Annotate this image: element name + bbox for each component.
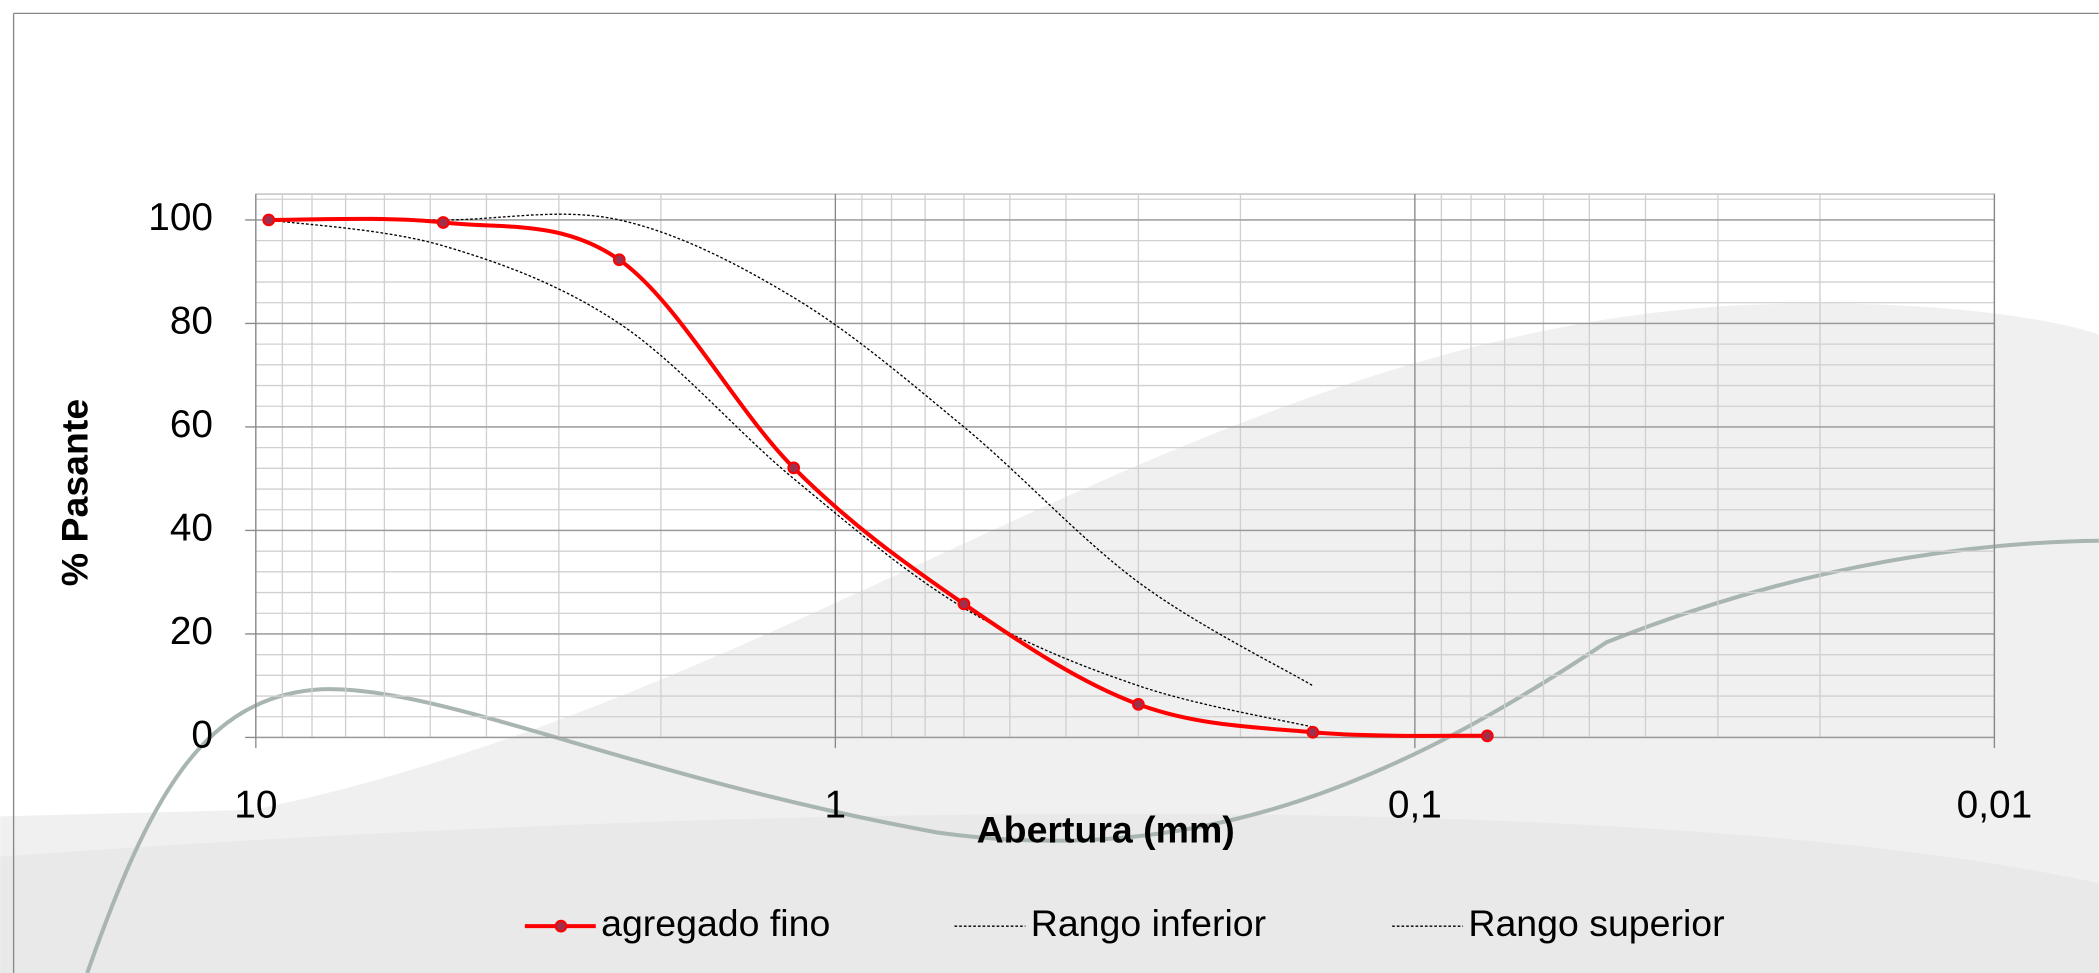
- x-tick-label: 0,01: [1957, 783, 2033, 826]
- data-point: [1132, 697, 1145, 711]
- y-tick-label: 80: [170, 300, 213, 343]
- background-curve: [85, 538, 2099, 973]
- y-tick-label: 20: [170, 610, 213, 653]
- x-tick-label: 1: [825, 783, 847, 826]
- series-line: [268, 219, 1313, 728]
- data-point: [612, 253, 626, 267]
- legend-marker: [554, 919, 568, 933]
- x-tick-label: 10: [234, 783, 277, 826]
- legend-item: Rango superior: [1392, 902, 1725, 944]
- y-tick-label: 0: [191, 714, 213, 757]
- legend-item: agregado fino: [524, 902, 830, 944]
- background-decoration: [0, 12, 2099, 973]
- y-axis-title: % Pasante: [54, 399, 96, 586]
- legend-label: Rango inferior: [1031, 902, 1266, 944]
- legend-label: Rango superior: [1468, 902, 1724, 944]
- grid: [255, 193, 1996, 739]
- legend-label: agregado fino: [601, 902, 830, 944]
- data-point: [957, 597, 971, 611]
- x-tick-label: 0,1: [1388, 783, 1442, 826]
- y-tick-label: 100: [148, 196, 213, 239]
- data-point: [1480, 729, 1494, 743]
- data-point: [262, 213, 276, 227]
- background-shape: [0, 813, 2099, 973]
- series-line: [268, 216, 1488, 738]
- data-point: [787, 461, 801, 475]
- legend-item: Rango inferior: [954, 902, 1266, 944]
- data-point: [1306, 725, 1320, 739]
- background-shape: [0, 303, 2099, 973]
- x-axis-title: Abertura (mm): [977, 808, 1235, 850]
- y-tick-label: 40: [170, 507, 213, 550]
- data-point: [436, 216, 450, 229]
- y-tick-label: 60: [170, 403, 213, 446]
